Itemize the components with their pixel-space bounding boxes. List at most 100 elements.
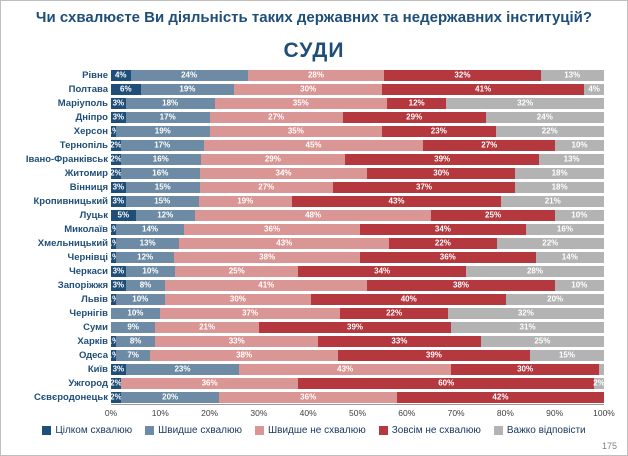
bar-segment: 39% [337,349,531,361]
chart-row: Полтава 6% 19% 30% 41% 4% [6,82,604,96]
bar-segment-label: 27% [268,112,285,122]
bar-segment-label: 31% [519,322,536,332]
bar-segment: 19% [140,83,235,95]
bar-segment: 8% [115,335,156,347]
bar-segment: 42% [396,391,604,403]
stacked-bar: 2% 16% 29% 39% 13% [110,153,604,165]
category-label: Чернігів [69,307,108,319]
stacked-bar: 3% 8% 41% 38% 10% [111,279,604,291]
x-axis-tick: 10% [151,408,169,418]
bar-segment-label: 22% [541,126,558,136]
bar-segment-label: 4% [588,84,600,94]
category-label: Рівне [82,69,108,81]
bar-segment: 1% [108,293,119,305]
bar-segment: 3% [111,363,126,375]
chart-row: Рівне 4% 24% 28% 32% 13% [6,68,604,82]
bar-segment: 27% [199,181,333,193]
bar-segment: 24% [485,111,604,123]
x-axis-tick: 0% [104,408,118,418]
bar-segment-label: 48% [305,210,322,220]
bar-segment: 18% [515,181,604,193]
bar-segment-label: 34% [275,168,292,178]
bar-segment-label: 18% [551,182,568,192]
category-label: Запоріжжя [57,279,108,291]
category-label: Вінниця [69,181,108,193]
bar-segment-label: 29% [264,154,281,164]
bar-segment: 27% [209,111,343,123]
bar-segment [599,363,604,375]
bar-segment: 31% [451,321,604,333]
category-label: Одеса [78,349,108,361]
bar-segment-label: 30% [433,168,450,178]
bar-segment: 23% [382,125,496,137]
chart-row: Миколаїв 1% 14% 36% 34% 16% [6,222,604,236]
x-axis: 0% 10% 20% 30% 40% 50% 60% 70% 80% 90% 100% [105,404,615,419]
bar-segment-label: 39% [346,322,364,332]
bar-segment: 24% [130,69,248,81]
legend-item: Швидше схвалюю [145,425,242,436]
bar-segment: 22% [340,307,448,319]
bar-segment-label: 37% [242,308,259,318]
bar-segment-label: 13% [564,70,581,80]
chart-title: СУДИ [283,39,345,62]
bar-segment: 3% [111,181,126,193]
bar-segment-label: 41% [258,280,275,290]
bar-segment: 6% [111,83,141,95]
bar-segment-label: 10% [571,140,588,150]
stacked-bar: 1% 14% 36% 34% 16% [108,223,604,235]
bar-segment: 1% [108,335,119,347]
bar-segment: 33% [318,335,481,347]
chart-row: Тернопіль 2% 17% 45% 27% 10% [6,138,604,152]
bar-segment-label: 18% [551,168,568,178]
bar-segment: 2% [110,167,122,179]
bar-segment: 30% [367,167,516,179]
bar-segment-label: 16% [152,154,169,164]
stacked-bar: 3% 23% 43% 30% [111,363,604,375]
bar-segment-label: 1% [107,238,120,248]
bar-segment: 18% [125,97,215,109]
bar-segment-label: 40% [400,294,417,304]
bar-segment-label: 45% [305,140,322,150]
bar-chart: Рівне 4% 24% 28% 32% 13% Полтава 6% 19% 30% 41% 4% М… [6,68,605,404]
bar-segment: 2% [110,139,122,151]
bar-segment-label: 13% [139,238,156,248]
bar-segment: 16% [120,153,201,165]
bar-segment-label: 38% [452,280,470,290]
bar-segment-label: 17% [159,112,176,122]
chart-row: Житомир 2% 16% 34% 30% 18% [6,166,604,180]
stacked-bar: 3% 10% 25% 34% 28% [111,265,604,277]
bar-segment: 22% [495,125,604,137]
bar-segment-label: 36% [300,392,317,402]
category-label: Ужгород [68,377,108,389]
bar-segment: 15% [125,195,199,207]
bar-segment-label: 30% [300,84,317,94]
chart-row: Кропивницький 3% 15% 19% 43% 21% [6,194,604,208]
bar-segment: 34% [359,223,526,235]
bar-segment: 17% [120,139,204,151]
bar-segment-label: 30% [229,294,246,304]
bar-segment: 25% [175,265,299,277]
bar-segment-label: 3% [112,364,125,374]
bar-segment-label: 60% [438,378,455,388]
category-label: Миколаїв [64,223,108,235]
bar-segment-label: 9% [127,322,139,332]
legend-item: Зовсім не схвалюю [378,425,481,436]
bar-segment: 60% [298,377,595,389]
bar-segment: 15% [530,349,604,361]
bar-segment-label: 28% [307,70,324,80]
bar-segment: 1% [108,237,119,249]
legend-item: Важко відповісти [493,425,586,436]
chart-row: Маріуполь 3% 18% 35% 12% 32% [6,96,604,110]
category-label: Львів [81,293,108,305]
bar-segment-label: 13% [563,154,580,164]
bar-segment-label: 3% [112,280,125,290]
bar-segment-label: 12% [137,252,154,262]
bar-segment-label: 3% [112,112,125,122]
stacked-bar: 1% 19% 35% 23% 22% [108,125,604,137]
bar-segment: 32% [447,307,604,319]
stacked-bar: 4% 24% 28% 32% 13% [111,69,604,81]
bar-segment: 32% [384,69,541,81]
bar-segment: 45% [203,139,424,151]
stacked-bar: 3% 15% 19% 43% 21% [111,195,604,207]
